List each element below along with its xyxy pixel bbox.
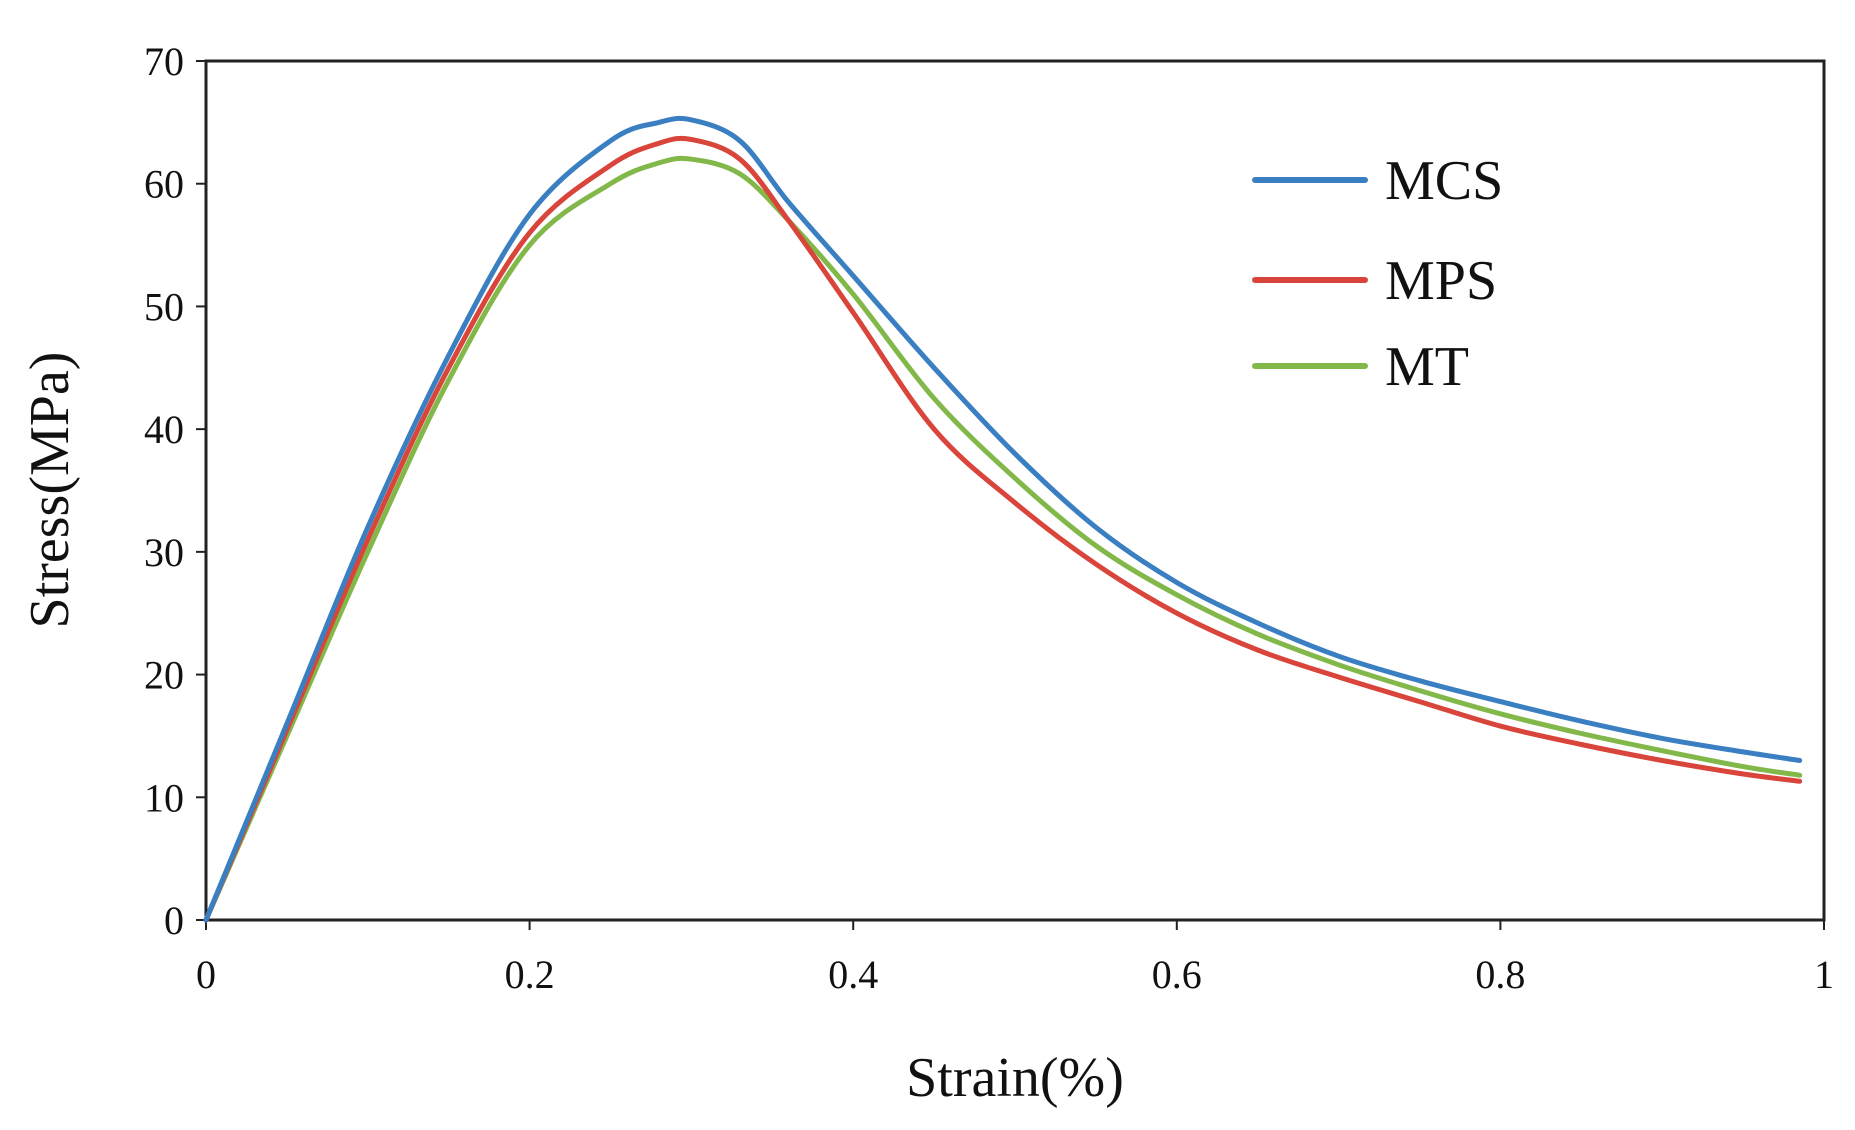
y-tick-label: 70 xyxy=(144,39,184,84)
y-tick-label: 0 xyxy=(164,898,184,943)
series-line-mt xyxy=(203,155,1803,923)
series-line-mps xyxy=(203,135,1803,923)
plot-area xyxy=(204,59,1826,922)
legend-label-mt: MT xyxy=(1385,336,1469,398)
x-tick-label: 0.2 xyxy=(505,952,555,997)
y-tick-label: 30 xyxy=(144,530,184,575)
x-tick-label: 0.6 xyxy=(1152,952,1202,997)
x-axis-ticks: 0 0.2 0.4 0.6 0.8 1 xyxy=(196,920,1834,997)
y-tick-label: 20 xyxy=(144,653,184,698)
x-tick-label: 0 xyxy=(196,952,216,997)
legend-label-mcs: MCS xyxy=(1385,150,1503,212)
y-axis-ticks: 0 10 20 30 40 50 60 70 xyxy=(144,39,206,943)
x-axis-title: Strain(%) xyxy=(906,1047,1124,1109)
x-tick-label: 0.8 xyxy=(1475,952,1525,997)
series-layer xyxy=(203,115,1803,923)
y-tick-label: 10 xyxy=(144,775,184,820)
legend-label-mps: MPS xyxy=(1385,250,1497,312)
x-tick-label: 0.4 xyxy=(828,952,878,997)
series-line-mcs xyxy=(203,115,1803,923)
y-tick-label: 50 xyxy=(144,284,184,329)
x-tick-label: 1 xyxy=(1814,952,1834,997)
y-tick-label: 40 xyxy=(144,407,184,452)
y-tick-label: 60 xyxy=(144,162,184,207)
y-axis-title: Stress(MPa) xyxy=(19,352,81,629)
legend: MCS MPS MT xyxy=(1252,150,1503,398)
